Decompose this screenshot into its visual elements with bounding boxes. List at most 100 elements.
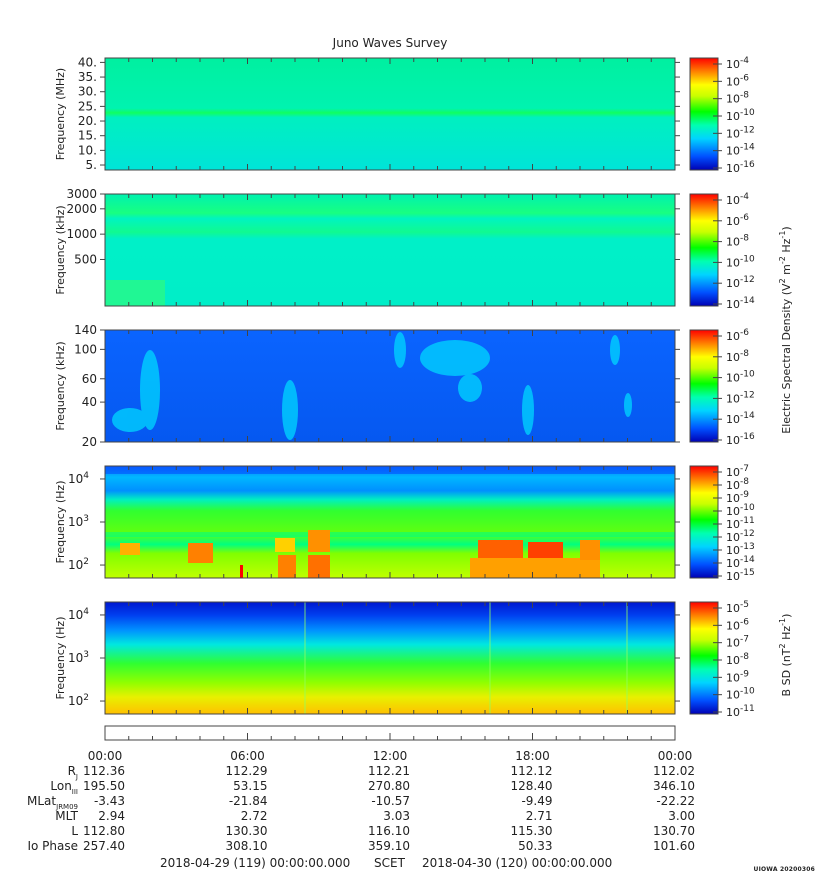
panel-5-spikes [304, 602, 628, 714]
colorbar-5 [689, 601, 719, 715]
ephemeris-value: 112.02 [653, 764, 695, 778]
colorbar-tick-label: 10-8 [726, 652, 749, 667]
colorbar-tick-label: 10-9 [726, 490, 749, 505]
y-tick-label: 35. [78, 70, 97, 84]
ephemeris-value: 257.40 [83, 839, 125, 853]
colorbar-tick-label: 10-6 [726, 73, 749, 88]
ephemeris-value: 2.94 [98, 809, 125, 823]
colorbar-tick-label: 10-12 [726, 125, 755, 140]
ephemeris-value: 130.70 [653, 824, 695, 838]
ephemeris-value: 3.00 [668, 809, 695, 823]
ephemeris-value: -22.22 [656, 794, 695, 808]
time-tick-label: 12:00 [373, 749, 408, 763]
y-tick-label: 1000 [66, 227, 97, 241]
y-tick-label: 500 [74, 252, 97, 266]
y-axis-label: Frequency (Hz) [54, 617, 67, 700]
colorbar-tick-label: 10-8 [726, 477, 749, 492]
ephemeris-value: 128.40 [511, 779, 553, 793]
colorbar-tick-label: 10-14 [726, 555, 755, 570]
colorbar-tick-label: 10-10 [726, 254, 755, 269]
ephemeris-value: 3.03 [383, 809, 410, 823]
colorbar-tick-label: 10-6 [726, 328, 749, 343]
ephemeris-value: -3.43 [94, 794, 125, 808]
y-tick-label: 60 [82, 372, 97, 386]
footer-scet: SCET [374, 856, 406, 870]
y-axis-label: Frequency (Hz) [54, 481, 67, 564]
colorbar-tick-label: 10-7 [726, 464, 749, 479]
time-tick-label: 18:00 [515, 749, 550, 763]
ephemeris-value: 101.60 [653, 839, 695, 853]
colorbar-tick-label: 10-11 [726, 704, 755, 719]
colorbar-tick-label: 10-12 [726, 390, 755, 405]
ephemeris-value: 112.80 [83, 824, 125, 838]
colorbar-tick-label: 10-4 [726, 192, 749, 207]
colorbar-tick-label: 10-10 [726, 108, 755, 123]
ephemeris-value: 308.10 [226, 839, 268, 853]
y-tick-label: 103 [68, 650, 89, 665]
ephemeris-row-label: MLatJRM09 [27, 794, 78, 811]
colorbar-tick-label: 10-6 [726, 213, 749, 228]
y-tick-label: 3000 [66, 187, 97, 201]
ephemeris-row-label: Io Phase [27, 839, 78, 853]
y-tick-label: 10. [78, 143, 97, 157]
colorbar-tick-label: 10-10 [726, 370, 755, 385]
ephemeris-value: 115.30 [511, 824, 553, 838]
spectrogram-panel-5 [105, 602, 675, 714]
colorbar-4 [689, 465, 719, 579]
spectrogram-panel-2 [105, 194, 675, 306]
colorbar-tick-label: 10-16 [726, 432, 755, 447]
colorbar-tick-label: 10-9 [726, 669, 749, 684]
ephemeris-value: 116.10 [368, 824, 410, 838]
footer-start-time: 2018-04-29 (119) 00:00:00.000 [160, 856, 350, 870]
ephemeris-row-label: MLT [55, 809, 78, 823]
y-tick-label: 20. [78, 114, 97, 128]
ephemeris-value: 112.29 [226, 764, 268, 778]
y-tick-label: 2000 [66, 202, 97, 216]
spectrogram-panel-1 [105, 58, 675, 170]
colorbar-tick-label: 10-6 [726, 617, 749, 632]
colorbar-tick-label: 10-7 [726, 635, 749, 650]
time-tick-label: 00:00 [88, 749, 123, 763]
ephemeris-value: -9.49 [521, 794, 552, 808]
colorbar-tick-label: 10-5 [726, 600, 749, 615]
spectrogram-panel-3 [105, 330, 675, 442]
y-tick-label: 102 [68, 557, 89, 572]
y-tick-label: 20 [82, 435, 97, 449]
y-tick-label: 30. [78, 85, 97, 99]
ephemeris-row-label: LonIII [50, 779, 78, 796]
ephemeris-value: -10.57 [371, 794, 410, 808]
ephemeris-value: 2.71 [526, 809, 553, 823]
colorbar-tick-label: 10-8 [726, 234, 749, 249]
ephemeris-value: 195.50 [83, 779, 125, 793]
y-tick-label: 140 [74, 323, 97, 337]
ephemeris-row-label: L [71, 824, 78, 838]
ephemeris-value: -21.84 [229, 794, 268, 808]
colorbar-tick-label: 10-8 [726, 349, 749, 364]
colorbar-tick-label: 10-8 [726, 91, 749, 106]
panel-3-emissions [112, 332, 632, 440]
y-tick-label: 100 [74, 342, 97, 356]
colorbar-title-magnetic: B SD (nT2 Hz-1) [778, 614, 793, 697]
y-tick-label: 40. [78, 55, 97, 69]
colorbar-tick-label: 10-13 [726, 542, 755, 557]
signature-stamp: UIOWA 20200306 [753, 866, 815, 873]
y-axis-label: Frequency (kHz) [54, 205, 67, 294]
y-tick-label: 102 [68, 693, 89, 708]
y-tick-label: 104 [68, 471, 89, 486]
colorbar-title-electric: Electric Spectral Density (V2 m-2 Hz-1) [778, 226, 793, 433]
ephemeris-row-label: RJ [68, 764, 78, 781]
y-tick-label: 5. [86, 158, 97, 172]
ephemeris-value: 346.10 [653, 779, 695, 793]
ephemeris-value: 2.72 [241, 809, 268, 823]
colorbar-tick-label: 10-12 [726, 275, 755, 290]
panel-2-low-band [105, 280, 165, 306]
y-tick-label: 15. [78, 129, 97, 143]
y-axis-label: Frequency (MHz) [54, 68, 67, 160]
y-tick-label: 103 [68, 514, 89, 529]
y-tick-label: 104 [68, 607, 89, 622]
colorbar-tick-label: 10-14 [726, 411, 755, 426]
chart-title: Juno Waves Survey [332, 36, 448, 50]
colorbar-tick-label: 10-14 [726, 296, 755, 311]
ephemeris-value: 359.10 [368, 839, 410, 853]
